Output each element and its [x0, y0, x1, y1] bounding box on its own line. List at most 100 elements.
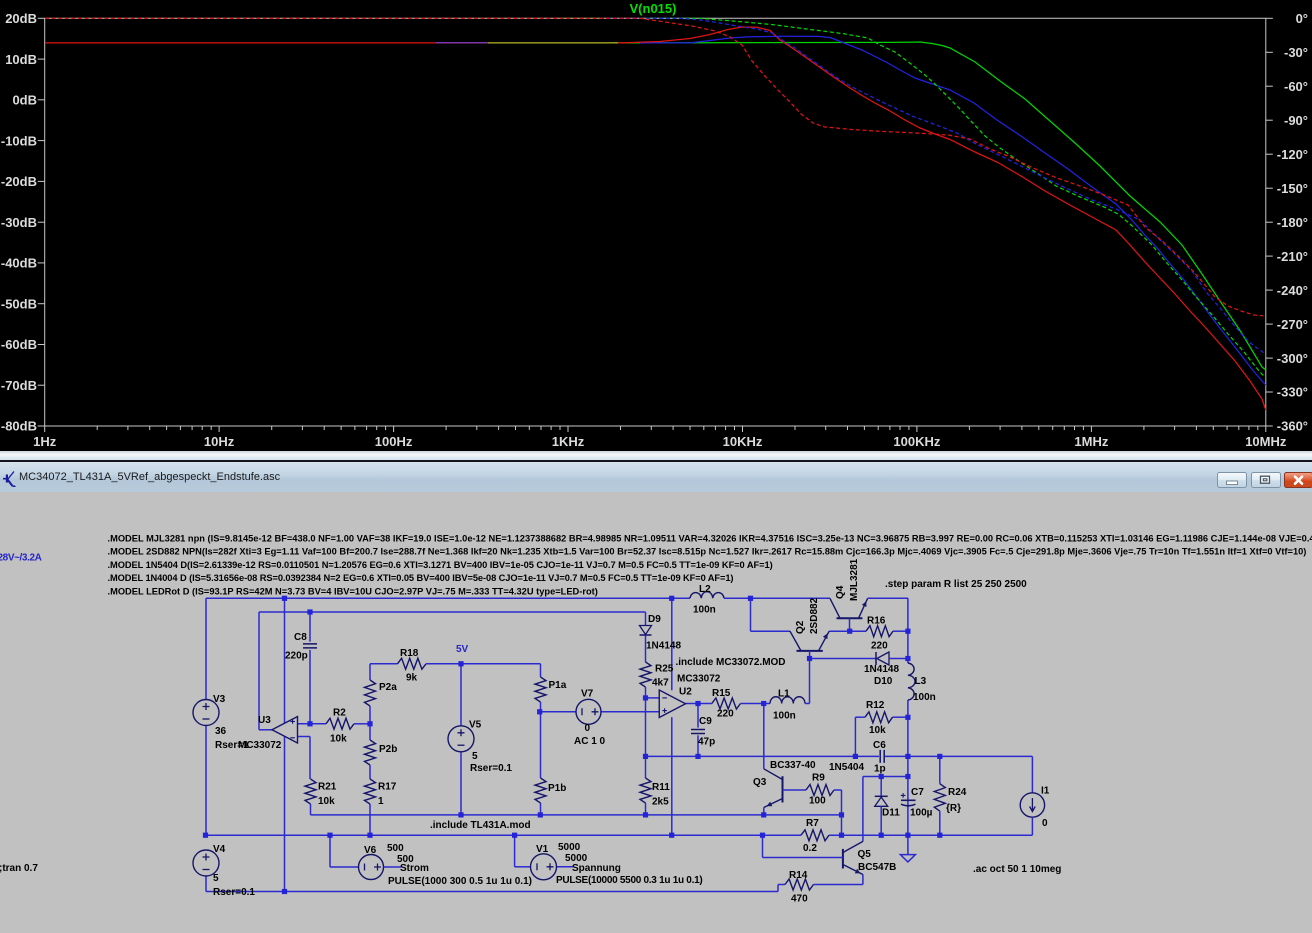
svg-text:BC337-40: BC337-40	[770, 760, 816, 771]
svg-text:MJL3281: MJL3281	[849, 558, 860, 601]
svg-text:.MODEL LEDRot D (IS=93.1P RS=4: .MODEL LEDRot D (IS=93.1P RS=42M N=3.73 …	[108, 587, 598, 597]
svg-text:-10dB: -10dB	[1, 133, 37, 148]
svg-text:4k7: 4k7	[652, 678, 669, 689]
svg-text:.MODEL 1N4004 D (IS=5.31656e-0: .MODEL 1N4004 D (IS=5.31656e-08 RS=0.039…	[108, 573, 734, 583]
svg-text:V4: V4	[213, 844, 226, 855]
svg-text:10dB: 10dB	[5, 52, 37, 67]
svg-text:500: 500	[387, 843, 404, 854]
svg-text:R25: R25	[655, 664, 674, 675]
svg-text:1N5404: 1N5404	[829, 762, 864, 773]
svg-text:P1a: P1a	[549, 680, 567, 691]
svg-text:1KHz: 1KHz	[552, 434, 585, 449]
svg-text:1N4148: 1N4148	[646, 641, 681, 652]
svg-text:R7: R7	[806, 818, 819, 829]
svg-text:10KHz: 10KHz	[723, 434, 763, 449]
svg-text:47p: 47p	[698, 737, 715, 748]
svg-text:C6: C6	[873, 740, 886, 751]
svg-text:2k5: 2k5	[652, 797, 669, 808]
svg-text:C7: C7	[911, 787, 924, 798]
svg-text:10k: 10k	[318, 796, 335, 807]
svg-text:Q3: Q3	[753, 777, 767, 788]
svg-text:-330°: -330°	[1277, 385, 1308, 400]
svg-text:100: 100	[809, 796, 826, 807]
svg-text:PULSE(1000 300 0.5 1u 1u 0.1): PULSE(1000 300 0.5 1u 1u 0.1)	[388, 876, 532, 887]
svg-text:5: 5	[213, 873, 219, 884]
svg-text:-60dB: -60dB	[1, 337, 37, 352]
svg-text:-210°: -210°	[1277, 249, 1308, 264]
svg-text:V1: V1	[536, 844, 549, 855]
svg-text:-30°: -30°	[1284, 45, 1308, 60]
svg-text:0°: 0°	[1296, 11, 1308, 26]
svg-text:R11: R11	[652, 782, 670, 793]
svg-text:20dB: 20dB	[5, 11, 37, 26]
svg-text:Rser=0.1: Rser=0.1	[470, 763, 512, 774]
svg-text:L2: L2	[699, 584, 711, 595]
svg-text:1: 1	[378, 796, 384, 807]
svg-text:;tran 0.7: ;tran 0.7	[0, 863, 38, 874]
svg-text:5: 5	[472, 751, 478, 762]
svg-text:5000: 5000	[558, 842, 581, 853]
svg-text:-240°: -240°	[1277, 283, 1308, 298]
svg-text:D9: D9	[648, 614, 661, 625]
svg-text:R16: R16	[867, 616, 886, 627]
svg-text:P1b: P1b	[548, 783, 566, 794]
svg-text:{R}: {R}	[946, 803, 961, 814]
svg-text:1p: 1p	[874, 764, 886, 775]
svg-text:.ac oct 50 1 10meg: .ac oct 50 1 10meg	[973, 864, 1061, 875]
svg-text:0dB: 0dB	[12, 93, 37, 108]
svg-text:R21: R21	[318, 782, 337, 793]
svg-text:100Hz: 100Hz	[375, 434, 413, 449]
svg-text:I1: I1	[1041, 786, 1050, 797]
svg-text:.include TL431A.mod: .include TL431A.mod	[430, 820, 531, 831]
svg-text:BC547B: BC547B	[858, 862, 896, 873]
svg-text:-80dB: -80dB	[1, 419, 37, 434]
svg-text:Spannung: Spannung	[572, 863, 621, 874]
svg-text:-120°: -120°	[1277, 147, 1308, 162]
svg-text:10MHz: 10MHz	[1245, 434, 1287, 449]
svg-text:R24: R24	[948, 787, 967, 798]
svg-text:.MODEL 1N5404 D(IS=2.61339e-12: .MODEL 1N5404 D(IS=2.61339e-12 RS=0.0110…	[108, 560, 773, 570]
svg-text:Q2: Q2	[795, 620, 806, 634]
svg-text:V3: V3	[213, 694, 226, 705]
svg-text:-30dB: -30dB	[1, 215, 37, 230]
svg-text:-270°: -270°	[1277, 317, 1308, 332]
svg-text:R2: R2	[333, 708, 346, 719]
svg-text:2SD882: 2SD882	[809, 597, 820, 634]
svg-text:U3: U3	[258, 715, 271, 726]
svg-text:5V: 5V	[456, 644, 469, 655]
svg-text:R12: R12	[866, 700, 885, 711]
svg-text:-180°: -180°	[1277, 215, 1308, 230]
svg-text:100µ: 100µ	[910, 808, 933, 819]
svg-text:R9: R9	[812, 773, 825, 784]
svg-text:10k: 10k	[869, 725, 886, 736]
svg-text:Q5: Q5	[858, 849, 872, 860]
svg-text:C9: C9	[699, 716, 712, 727]
svg-text:220p: 220p	[285, 651, 308, 662]
svg-text:100n: 100n	[773, 711, 796, 722]
svg-text:470: 470	[791, 894, 808, 905]
svg-text:.include MC33072.MOD: .include MC33072.MOD	[676, 657, 786, 668]
svg-text:0.2: 0.2	[803, 843, 817, 854]
svg-text:100n: 100n	[693, 605, 716, 616]
svg-text:PULSE(10000 5500 0.3 1u 1u 0.1: PULSE(10000 5500 0.3 1u 1u 0.1)	[556, 875, 702, 886]
svg-text:V7: V7	[581, 689, 594, 700]
svg-text:.step param R list 25 250 2500: .step param R list 25 250 2500	[885, 579, 1027, 590]
svg-text:-90°: -90°	[1284, 113, 1308, 128]
svg-text:-50dB: -50dB	[1, 296, 37, 311]
svg-text:V6: V6	[364, 845, 377, 856]
svg-text:R17: R17	[378, 782, 397, 793]
svg-text:L3: L3	[915, 676, 927, 687]
svg-text:.MODEL 2SD882 NPN(Is=282f Xti=: .MODEL 2SD882 NPN(Is=282f Xti=3 Eg=1.11 …	[108, 547, 1307, 557]
svg-text:0: 0	[585, 723, 591, 734]
svg-text:-20dB: -20dB	[1, 174, 37, 189]
svg-text:36: 36	[215, 726, 227, 737]
svg-text:-360°: -360°	[1277, 419, 1308, 434]
svg-text:1MHz: 1MHz	[1074, 434, 1108, 449]
svg-text:V(n015): V(n015)	[630, 1, 677, 16]
svg-text:10k: 10k	[330, 734, 347, 745]
svg-text:P2b: P2b	[379, 744, 397, 755]
svg-text:10Hz: 10Hz	[204, 434, 235, 449]
svg-text:-40dB: -40dB	[1, 256, 37, 271]
svg-text:D11: D11	[882, 808, 900, 819]
svg-text:D10: D10	[874, 676, 893, 687]
